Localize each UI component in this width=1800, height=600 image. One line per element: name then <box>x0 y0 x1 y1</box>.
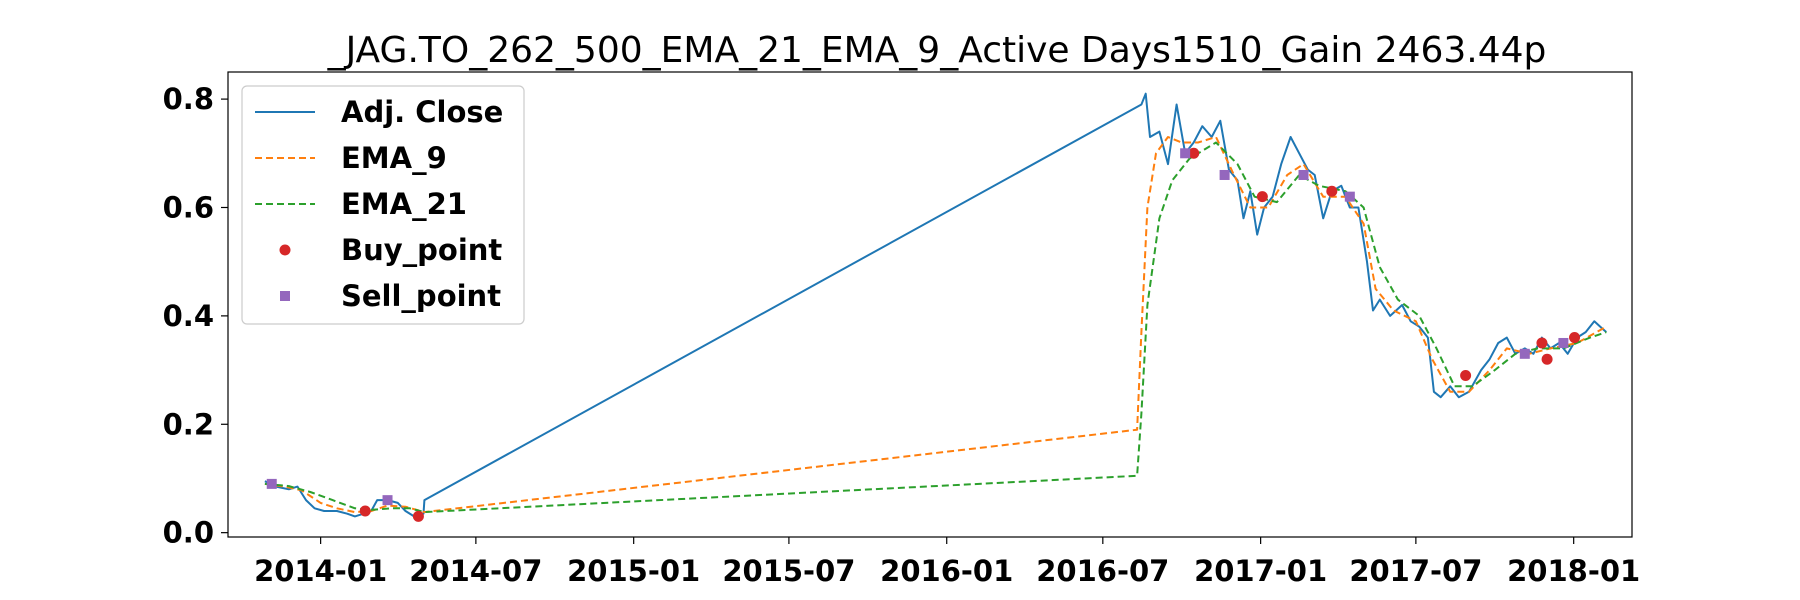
y-tick-label: 0.6 <box>163 190 214 224</box>
y-tick-label: 0.4 <box>163 299 214 333</box>
y-tick-label: 0.0 <box>163 516 214 550</box>
series-line-adj-close <box>264 92 1607 518</box>
legend-label-ema-21: EMA_21 <box>341 187 467 221</box>
sell-point-marker <box>266 478 277 489</box>
sell-point-marker <box>1298 169 1309 180</box>
y-tick-label: 0.2 <box>163 407 214 441</box>
legend-swatch-buy-point <box>279 244 291 256</box>
legend: Adj. Close EMA_9 EMA_21 Buy_point Sell_point <box>241 85 525 325</box>
x-axis: 2014-01 2014-07 2015-01 2015-07 2016-01 2016-… <box>254 537 1640 588</box>
buy-point-marker <box>1326 185 1338 197</box>
sell-point-marker <box>1219 169 1230 180</box>
y-axis: 0.0 0.2 0.4 0.6 0.8 <box>163 82 228 550</box>
chart-title: _JAG.TO_262_500_EMA_21_EMA_9_Active Days… <box>327 30 1547 71</box>
legend-label-adj-close: Adj. Close <box>341 95 503 129</box>
buy-point-marker <box>1188 147 1200 159</box>
x-tick-label: 2015-07 <box>722 554 855 588</box>
legend-box <box>241 85 525 325</box>
sell-point-marker <box>1180 148 1191 159</box>
sell-point-marker <box>1558 337 1569 348</box>
x-tick-label: 2017-07 <box>1349 554 1482 588</box>
buy-point-marker <box>1569 332 1581 344</box>
buy-point-marker <box>412 510 424 522</box>
x-tick-label: 2016-07 <box>1036 554 1169 588</box>
legend-label-ema-9: EMA_9 <box>341 141 447 175</box>
buy-point-marker <box>1256 191 1268 203</box>
legend-label-sell-point: Sell_point <box>341 279 501 313</box>
plot-area <box>264 92 1607 522</box>
buy-point-marker <box>1536 337 1548 349</box>
series-line-ema-21 <box>264 141 1607 514</box>
sell-point-marker <box>382 495 393 506</box>
x-tick-label: 2018-01 <box>1507 554 1640 588</box>
buy-point-marker <box>1460 369 1472 381</box>
y-tick-label: 0.8 <box>163 82 214 116</box>
sell-point-marker <box>1519 348 1530 359</box>
buy-point-marker <box>359 505 371 517</box>
x-tick-label: 2014-01 <box>254 554 387 588</box>
x-tick-label: 2016-01 <box>880 554 1013 588</box>
x-tick-label: 2017-01 <box>1194 554 1327 588</box>
legend-swatch-sell-point <box>280 291 290 301</box>
plot-frame <box>227 71 1633 538</box>
buy-point-marker <box>1541 353 1553 365</box>
x-tick-label: 2014-07 <box>409 554 542 588</box>
legend-label-buy-point: Buy_point <box>341 233 502 267</box>
x-tick-label: 2015-01 <box>567 554 700 588</box>
sell-point-marker <box>1344 191 1355 202</box>
